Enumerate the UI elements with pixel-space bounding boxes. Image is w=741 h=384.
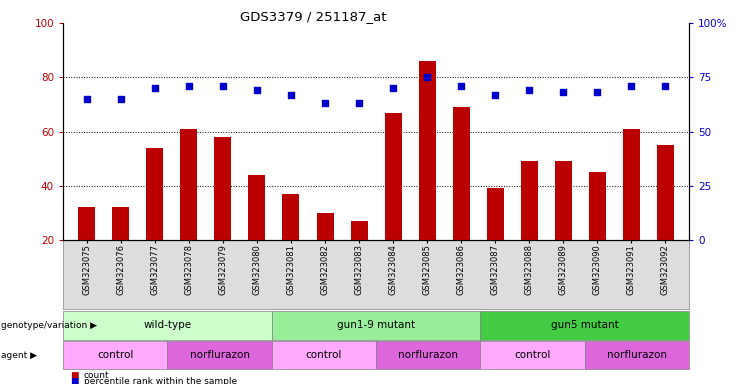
Point (421, 74, 433, 80)
Text: norflurazon: norflurazon (190, 350, 250, 360)
Bar (589, 172, 605, 294)
Bar (180, 129, 197, 294)
Text: control: control (97, 350, 133, 360)
Text: count: count (84, 371, 110, 380)
Text: norflurazon: norflurazon (607, 350, 667, 360)
Bar (453, 107, 470, 294)
Point (319, 100, 331, 106)
Bar (147, 148, 163, 294)
Text: genotype/variation ▶: genotype/variation ▶ (1, 321, 97, 330)
Point (557, 89, 569, 96)
Text: control: control (514, 350, 551, 360)
Bar (622, 129, 639, 294)
Point (217, 83, 229, 89)
Point (659, 83, 671, 89)
Text: GDS3379 / 251187_at: GDS3379 / 251187_at (240, 10, 387, 23)
Bar (521, 161, 538, 294)
Point (149, 85, 161, 91)
Point (523, 87, 535, 93)
Point (81, 96, 93, 102)
Bar (419, 61, 436, 294)
Text: agent ▶: agent ▶ (1, 351, 37, 359)
Text: wild-type: wild-type (143, 320, 191, 331)
Point (251, 87, 263, 93)
Bar (248, 175, 265, 294)
Point (387, 85, 399, 91)
Bar (657, 145, 674, 294)
Point (591, 89, 603, 96)
Bar (350, 221, 368, 294)
Point (285, 91, 297, 98)
Bar (214, 137, 231, 294)
Point (455, 83, 467, 89)
Point (115, 96, 127, 102)
Bar (487, 189, 504, 294)
Bar (79, 207, 96, 294)
Text: ■: ■ (70, 377, 79, 384)
Point (489, 91, 501, 98)
Point (625, 83, 637, 89)
Text: gun1-9 mutant: gun1-9 mutant (337, 320, 415, 331)
Bar (113, 207, 130, 294)
Text: gun5 mutant: gun5 mutant (551, 320, 619, 331)
Bar (316, 213, 333, 294)
Bar (555, 161, 572, 294)
Text: percentile rank within the sample: percentile rank within the sample (84, 377, 237, 384)
Point (183, 83, 195, 89)
Point (353, 100, 365, 106)
Text: norflurazon: norflurazon (398, 350, 458, 360)
Bar (385, 113, 402, 294)
Text: ■: ■ (70, 371, 79, 380)
Bar (282, 194, 299, 294)
Text: control: control (306, 350, 342, 360)
